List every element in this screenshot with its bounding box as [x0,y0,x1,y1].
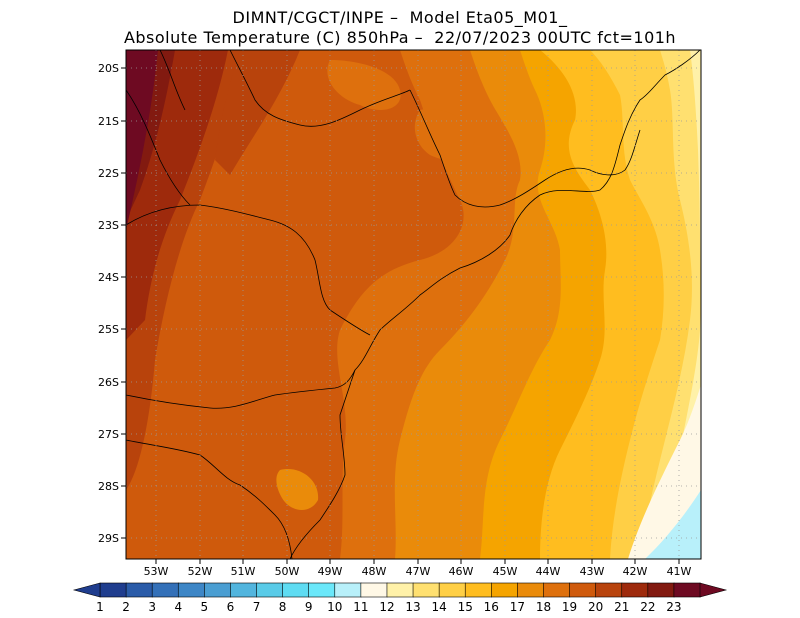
colorbar: 1 2 3 4 5 6 7 8 9 10 11 12 13 14 15 16 17 18 19 20 21 22 23 [72,582,728,614]
lat-label: 23S [98,219,119,232]
colorbar-label: 16 [484,600,499,614]
colorbar-label: 7 [253,600,261,614]
colorbar-label: 4 [174,600,182,614]
colorbar-swatch [151,582,179,598]
lon-label: 47W [406,565,431,578]
lon-label: 43W [580,565,605,578]
colorbar-label: 5 [201,600,209,614]
colorbar-label: 21 [614,600,629,614]
colorbar-label: 13 [405,600,420,614]
lat-label: 25S [98,323,119,336]
colorbar-label: 8 [279,600,287,614]
field-10c [645,490,701,559]
colorbar-swatch [490,582,518,598]
lon-label: 41W [667,565,692,578]
colorbar-swatch [647,582,675,598]
map-frame [125,49,702,560]
colorbar-label: 2 [122,600,130,614]
colorbar-swatch [543,582,571,598]
border-sc-pr [126,369,356,409]
lat-label: 27S [98,428,119,441]
colorbar-label: 12 [379,600,394,614]
colorbar-swatch [464,582,492,598]
coastline [289,50,701,559]
borders [126,50,701,559]
colorbar-swatch [308,582,336,598]
lat-label: 20S [98,62,119,75]
lon-label: 50W [275,565,300,578]
colorbar-arrow-left [72,582,101,598]
lon-label: 49W [318,565,343,578]
colorbar-swatch [569,582,597,598]
colorbar-label: 18 [536,600,551,614]
colorbar-label: 17 [510,600,525,614]
lat-label: 22S [98,167,119,180]
border-sp-mg [409,89,641,208]
lon-label: 53W [144,565,169,578]
graticule [126,50,701,559]
colorbar-swatch [334,582,362,598]
chart-title-line1: DIMNT/CGCT/INPE – Model Eta05_M01_ [232,8,568,27]
colorbar-swatch [386,582,414,598]
lat-labels: 20S 21S 22S 23S 24S 25S 26S 27S 28S 29S [98,62,119,545]
colorbar-label: 23 [666,600,681,614]
colorbar-label: 19 [562,600,577,614]
field-17c-patch [276,469,319,510]
colorbar-swatch [673,582,701,598]
tick-marks [121,67,680,564]
field-20c-north [215,50,300,175]
colorbar-swatch [125,582,153,598]
lat-label: 24S [98,271,119,284]
border-go-ms [159,50,186,111]
lat-label: 21S [98,115,119,128]
colorbar-swatch [621,582,649,598]
colorbar-swatch [412,582,440,598]
colorbar-label: 22 [640,600,655,614]
border-rs-sc [126,439,293,559]
colorbar-swatch [177,582,205,598]
field-18c-patch2 [414,109,475,160]
colorbar-swatch [256,582,284,598]
colorbar-label: 14 [431,600,446,614]
colorbar-label: 1 [96,600,104,614]
colorbar-label: 15 [458,600,473,614]
lon-labels: 53W 52W 51W 50W 49W 48W 47W 46W 45W 44W … [144,565,692,578]
border-ms-pr [126,89,191,206]
field-11c [628,385,701,559]
lat-label: 28S [98,480,119,493]
colorbar-label: 10 [327,600,342,614]
lon-label: 44W [536,565,561,578]
colorbar-label: 9 [305,600,313,614]
colorbar-swatch [595,582,623,598]
temperature-field [126,50,701,559]
colorbar-swatch [360,582,388,598]
lon-label: 45W [493,565,518,578]
colorbar-label: 11 [353,600,368,614]
colorbar-arrow-right [699,582,728,598]
colorbar-swatch [204,582,232,598]
colorbar-swatch [230,582,258,598]
lon-label: 48W [362,565,387,578]
lon-label: 52W [188,565,213,578]
border-ms-sp [229,50,411,127]
colorbar-swatch [99,582,127,598]
colorbar-swatch [517,582,545,598]
field-23c [126,50,158,230]
lat-label: 29S [98,532,119,545]
border-pr-sp [126,204,371,336]
chart-title-line2: Absolute Temperature (C) 850hPa – 22/07/… [123,28,677,47]
colorbar-label: 6 [227,600,235,614]
lon-label: 46W [449,565,474,578]
colorbar-swatch [282,582,310,598]
lon-label: 51W [231,565,256,578]
field-18c-patch [327,60,401,110]
colorbar-swatch [438,582,466,598]
lat-label: 26S [98,376,119,389]
colorbar-label: 3 [148,600,156,614]
colorbar-label: 20 [588,600,603,614]
lon-label: 42W [623,565,648,578]
